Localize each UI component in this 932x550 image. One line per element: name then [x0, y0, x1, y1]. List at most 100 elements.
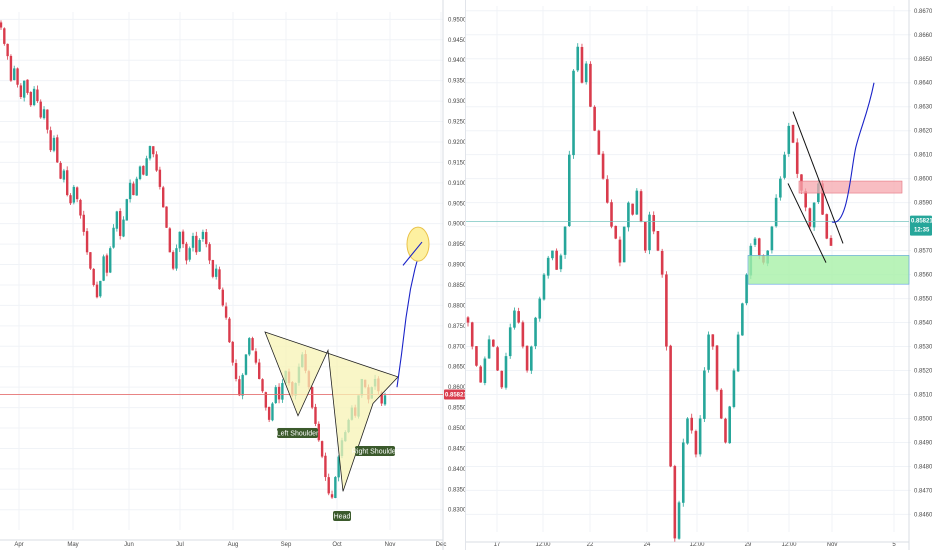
countdown-label: 12:35 [914, 228, 930, 234]
candle-body [470, 322, 474, 347]
candle-body [122, 219, 125, 237]
candle-body [221, 289, 224, 306]
candle-body [29, 91, 32, 106]
x-tick-label: Nov [385, 542, 396, 548]
candle-body [635, 190, 639, 215]
panel-divider [465, 0, 466, 550]
candle-body [181, 231, 185, 245]
candle-body [648, 214, 651, 251]
candle-body [711, 334, 715, 347]
candle-body [517, 311, 520, 323]
candle-body [178, 231, 181, 249]
candle-body [383, 395, 387, 405]
pattern-triangle [264, 331, 399, 492]
candle-body [829, 237, 833, 246]
candle-body [698, 418, 702, 455]
candle-body [248, 338, 251, 355]
candle-body [563, 226, 567, 255]
x-tick-label: 29 [745, 542, 752, 548]
candle-body [162, 187, 165, 208]
candle-body [52, 137, 56, 151]
candle-body [639, 191, 643, 222]
x-tick-label: 12:00 [535, 542, 551, 548]
candle-body [605, 179, 609, 203]
candle-body [205, 232, 208, 245]
channel-lower-line [787, 183, 827, 263]
candle-body [218, 269, 221, 290]
projection-line [396, 243, 425, 388]
candle-body [238, 379, 241, 396]
candle-body [530, 346, 533, 371]
candle-body [320, 441, 324, 457]
candle-body [89, 252, 92, 269]
candle-body [165, 206, 168, 228]
candle-body [753, 238, 757, 245]
candle-body [732, 370, 736, 407]
candle-body [109, 248, 112, 273]
label-left-shoulder-bg [277, 428, 318, 438]
candle-body [724, 418, 727, 443]
candle-body [142, 165, 145, 175]
candle-body [281, 383, 284, 400]
candle-body [601, 153, 605, 179]
candle-body [310, 387, 314, 408]
candle-body [75, 187, 79, 200]
projection-line-tip [402, 241, 423, 266]
candle-body [643, 221, 647, 251]
candle-body [69, 195, 72, 204]
candle-body [627, 202, 630, 228]
candle-body [32, 88, 36, 106]
candle-body [324, 455, 327, 478]
candle-body [6, 43, 9, 57]
candle-body [757, 238, 761, 256]
candle-body [741, 303, 744, 336]
candle-body [665, 274, 668, 347]
candle-body [148, 146, 152, 159]
candle-body [9, 55, 13, 81]
candle-body [787, 125, 791, 154]
candle-body [244, 354, 248, 375]
candle-body [380, 392, 383, 404]
candle-body [105, 255, 109, 273]
candle-body [694, 431, 698, 455]
candle-body [175, 248, 178, 269]
candle-body [145, 158, 148, 176]
candle-body [551, 250, 554, 259]
label-right-shoulder: Right Shoulder [352, 448, 399, 455]
candle-body [483, 358, 487, 384]
candle-body [492, 339, 495, 347]
candle-body [812, 202, 816, 228]
candle-body [132, 183, 135, 196]
candle-body [234, 363, 238, 379]
candle-body [158, 169, 162, 187]
candle-body [3, 28, 6, 44]
candle-body [327, 477, 330, 494]
candle-body [719, 389, 723, 419]
candle-body [783, 154, 786, 178]
